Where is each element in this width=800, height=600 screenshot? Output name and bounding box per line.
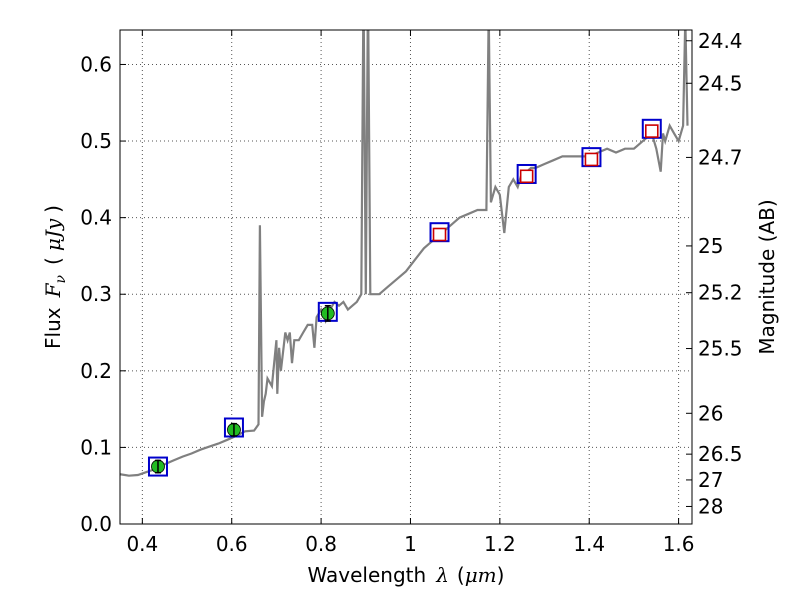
y2-tick-label: 24.5 (698, 71, 743, 95)
y-axis-title: FluxFν(μJy) (41, 205, 69, 349)
y2-axis-title: Magnitude (AB) (755, 199, 779, 354)
model-box-marker (147, 456, 168, 477)
axis-ticks: 0.4 0.6 0.8 1 1.2 1.4 1.6 0.0 0.1 0.2 0.3 0.4 0.5 0.6… (80, 29, 742, 556)
y-tick-label: 0.6 (80, 52, 112, 76)
y-tick-label: 0.1 (80, 435, 112, 459)
grid-lines (120, 30, 692, 525)
y-tick-label: 0.0 (80, 512, 112, 536)
x-tick-label: 0.8 (305, 532, 337, 556)
x-axis-title: Wavelength λ (μm) (308, 563, 505, 587)
y-tick-label: 0.3 (80, 282, 112, 306)
x-tick-label: 0.6 (216, 532, 248, 556)
x-tick-label: 1.2 (484, 532, 516, 556)
y2-tick-label: 24.4 (698, 29, 743, 53)
y-tick-label: 0.4 (80, 206, 112, 230)
y2-tick-label: 27 (698, 468, 723, 492)
y-tick-label: 0.5 (80, 129, 112, 153)
plot-area (120, 30, 689, 477)
x-tick-label: 1.6 (663, 532, 695, 556)
photometry-markers (147, 118, 662, 477)
y2-tick-label: 24.7 (698, 145, 743, 169)
y-tick-label: 0.2 (80, 359, 112, 383)
spectrum-line (120, 30, 689, 477)
y2-tick-label: 28 (698, 494, 723, 518)
x-tick-label: 0.4 (126, 532, 158, 556)
y2-tick-label: 25.2 (698, 281, 743, 305)
plot-frame (119, 29, 693, 525)
x-tick-label: 1.4 (573, 532, 605, 556)
upper-point-marker (644, 124, 659, 138)
x-tick-label: 1 (404, 532, 417, 556)
y2-tick-label: 26.5 (698, 442, 743, 466)
y2-tick-label: 26 (698, 401, 723, 425)
y2-tick-label: 25.5 (698, 337, 743, 361)
y2-tick-label: 25 (698, 234, 723, 258)
upper-point-marker (584, 152, 599, 167)
upper-point-marker (432, 227, 447, 242)
upper-point-marker (519, 169, 534, 184)
